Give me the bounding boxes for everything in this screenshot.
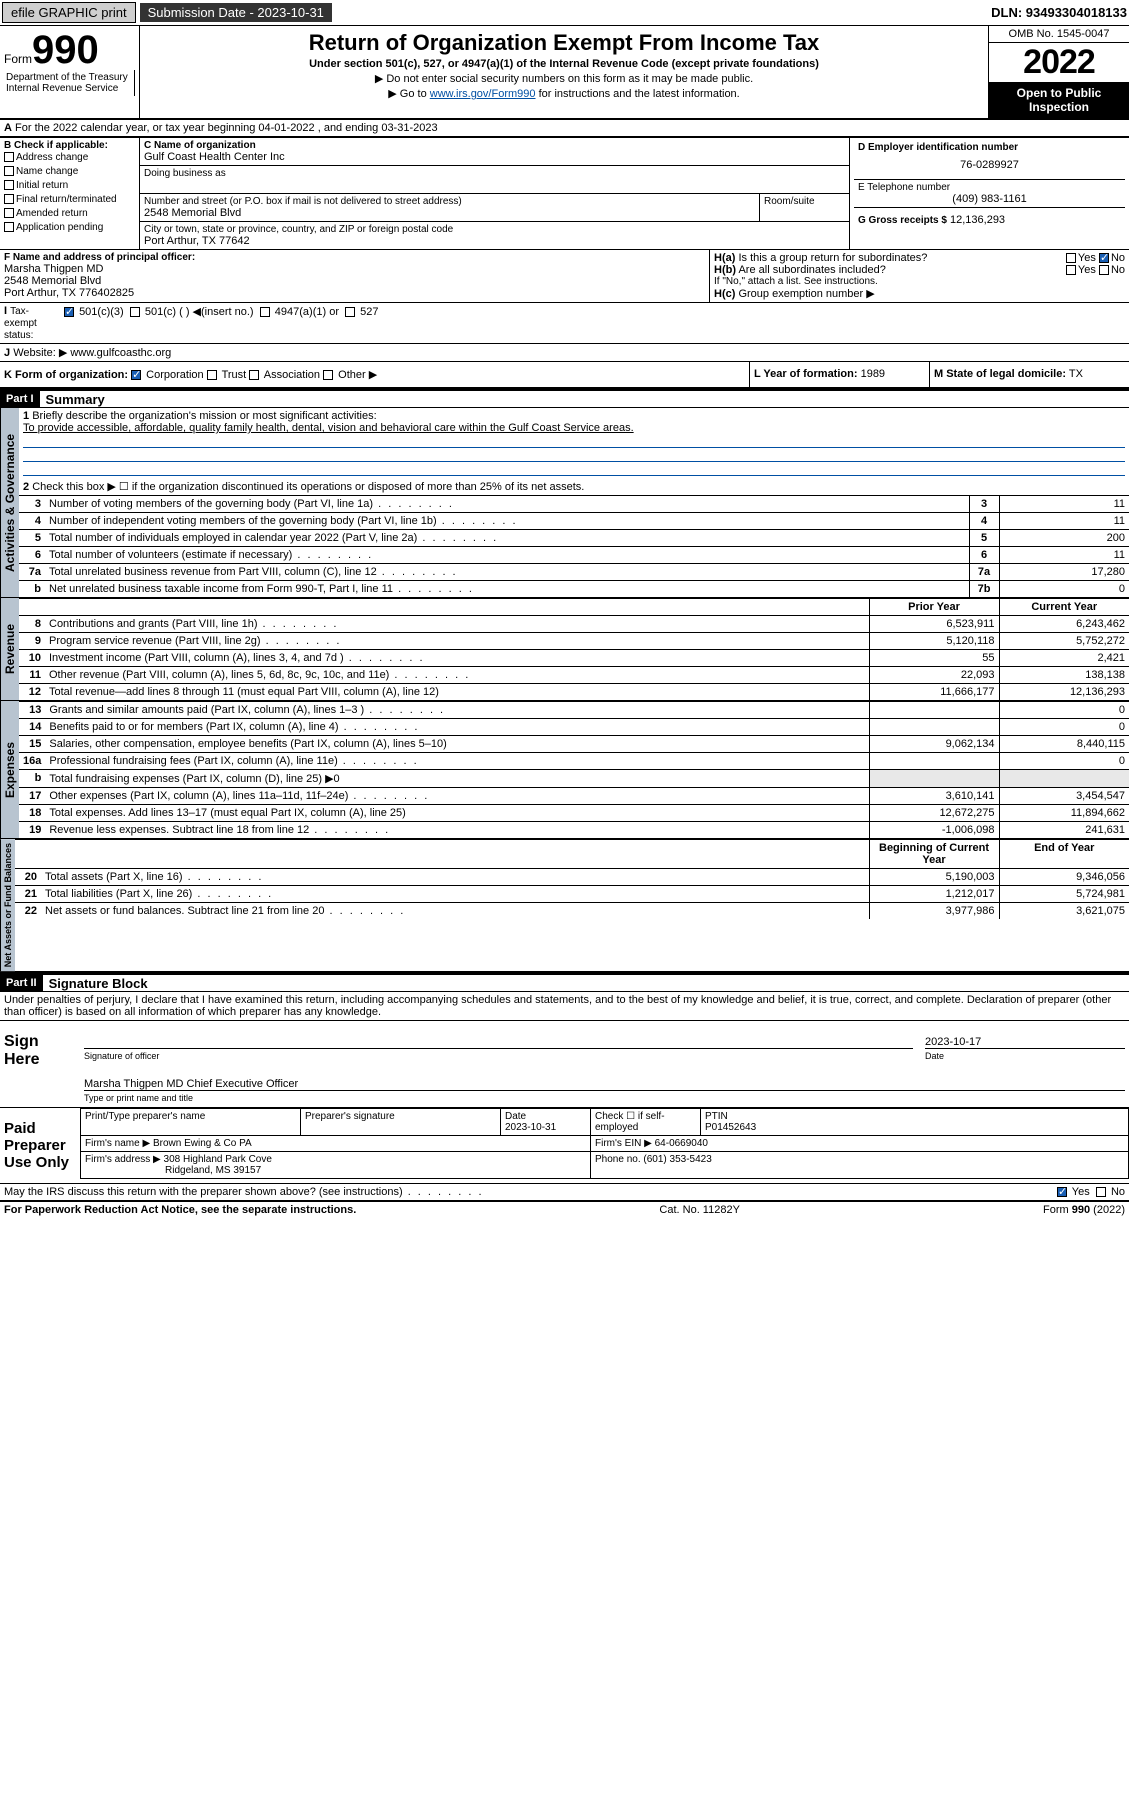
address: 2548 Memorial Blvd bbox=[144, 207, 755, 219]
tab-net-assets: Net Assets or Fund Balances bbox=[0, 839, 15, 971]
firm-name: Brown Ewing & Co PA bbox=[153, 1138, 252, 1149]
address-label: Number and street (or P.O. box if mail i… bbox=[144, 196, 755, 207]
cat-number: Cat. No. 11282Y bbox=[659, 1204, 740, 1216]
phone-value: (409) 983-1161 bbox=[858, 193, 1121, 205]
officer-label: F Name and address of principal officer: bbox=[4, 252, 705, 263]
org-name-label: C Name of organization bbox=[144, 140, 845, 151]
open-inspection: Open to Public Inspection bbox=[989, 82, 1129, 118]
phone-label: E Telephone number bbox=[858, 182, 1121, 193]
form-footer: Form 990 (2022) bbox=[1043, 1204, 1125, 1216]
hb-label: Are all subordinates included? bbox=[738, 264, 885, 276]
discuss-question: May the IRS discuss this return with the… bbox=[4, 1186, 1057, 1198]
sig-date-caption: Date bbox=[925, 1051, 1125, 1061]
officer-caption: Type or print name and title bbox=[84, 1093, 1125, 1103]
officer-addr: 2548 Memorial Blvd bbox=[4, 275, 705, 287]
form-number: 990 bbox=[32, 28, 99, 72]
revenue-table: Prior YearCurrent Year 8Contributions an… bbox=[19, 598, 1129, 700]
year-formation: 1989 bbox=[861, 368, 885, 380]
dln: DLN: 93493304018133 bbox=[991, 5, 1127, 20]
website-value: www.gulfcoasthc.org bbox=[70, 347, 171, 359]
sign-here-label: Sign Here bbox=[0, 1021, 80, 1107]
pra-notice: For Paperwork Reduction Act Notice, see … bbox=[4, 1204, 356, 1216]
ein-value: 76-0289927 bbox=[858, 153, 1121, 177]
net-assets-table: Beginning of Current YearEnd of Year 20T… bbox=[15, 839, 1129, 919]
city-state-zip: Port Arthur, TX 77642 bbox=[144, 235, 845, 247]
subtitle-2: ▶ Do not enter social security numbers o… bbox=[148, 72, 980, 85]
firm-phone: (601) 353-5423 bbox=[643, 1154, 711, 1165]
part-2-title: Signature Block bbox=[43, 976, 148, 991]
officer-printed-name: Marsha Thigpen MD Chief Executive Office… bbox=[84, 1078, 298, 1090]
dept-treasury: Department of the Treasury Internal Reve… bbox=[4, 70, 135, 96]
top-bar: efile GRAPHIC print Submission Date - 20… bbox=[0, 0, 1129, 26]
city-label: City or town, state or province, country… bbox=[144, 224, 845, 235]
ein-label: D Employer identification number bbox=[858, 142, 1121, 153]
submission-date: Submission Date - 2023-10-31 bbox=[140, 3, 332, 22]
hc-label: Group exemption number ▶ bbox=[738, 288, 874, 300]
efile-button[interactable]: efile GRAPHIC print bbox=[2, 2, 136, 23]
sig-officer-caption: Signature of officer bbox=[84, 1051, 913, 1061]
line-1-label: Briefly describe the organization's miss… bbox=[32, 410, 376, 422]
box-b-checklist: B Check if applicable: Address change Na… bbox=[0, 138, 140, 249]
officer-name: Marsha Thigpen MD bbox=[4, 263, 705, 275]
part-2-header: Part II bbox=[0, 975, 43, 991]
officer-city: Port Arthur, TX 776402825 bbox=[4, 287, 705, 299]
sig-date: 2023-10-17 bbox=[925, 1036, 981, 1048]
expenses-table: 13Grants and similar amounts paid (Part … bbox=[19, 701, 1129, 838]
tab-expenses: Expenses bbox=[0, 701, 19, 838]
ptin-value: P01452643 bbox=[705, 1122, 756, 1133]
declaration-text: Under penalties of perjury, I declare th… bbox=[0, 991, 1129, 1020]
preparer-table: Print/Type preparer's name Preparer's si… bbox=[80, 1108, 1129, 1179]
dba-label: Doing business as bbox=[144, 168, 845, 179]
gross-receipts-label: G Gross receipts $ bbox=[858, 215, 947, 226]
form-org-label: K Form of organization: bbox=[4, 369, 128, 381]
org-name: Gulf Coast Health Center Inc bbox=[144, 151, 845, 163]
state-label: M State of legal domicile: bbox=[934, 368, 1066, 380]
governance-table: 3Number of voting members of the governi… bbox=[19, 495, 1129, 597]
mission-text: To provide accessible, affordable, quali… bbox=[23, 422, 634, 434]
part-1-title: Summary bbox=[40, 392, 105, 407]
tab-governance: Activities & Governance bbox=[0, 408, 19, 597]
form-label: Form bbox=[4, 52, 32, 66]
tax-exempt-label: Tax-exempt status: bbox=[4, 306, 37, 341]
omb-number: OMB No. 1545-0047 bbox=[989, 26, 1129, 43]
part-1-header: Part I bbox=[0, 391, 40, 407]
irs-link[interactable]: www.irs.gov/Form990 bbox=[430, 88, 536, 100]
ha-label: Is this a group return for subordinates? bbox=[738, 252, 927, 264]
hb-note: If "No," attach a list. See instructions… bbox=[714, 276, 1125, 287]
subtitle-1: Under section 501(c), 527, or 4947(a)(1)… bbox=[148, 58, 980, 70]
tax-year: 2022 bbox=[989, 43, 1129, 82]
year-formation-label: L Year of formation: bbox=[754, 368, 858, 380]
website-label: Website: ▶ bbox=[13, 347, 67, 359]
form-title: Return of Organization Exempt From Incom… bbox=[148, 30, 980, 56]
subtitle-3: ▶ Go to www.irs.gov/Form990 for instruct… bbox=[148, 87, 980, 100]
firm-ein: 64-0669040 bbox=[655, 1138, 708, 1149]
room-label: Room/suite bbox=[764, 196, 845, 207]
paid-preparer-label: Paid Preparer Use Only bbox=[0, 1108, 80, 1183]
state-value: TX bbox=[1069, 368, 1083, 380]
form-header: Form990 Department of the Treasury Inter… bbox=[0, 26, 1129, 118]
tab-revenue: Revenue bbox=[0, 598, 19, 700]
line-2-label: Check this box ▶ ☐ if the organization d… bbox=[32, 481, 584, 493]
gross-receipts-value: 12,136,293 bbox=[950, 214, 1005, 226]
firm-address: 308 Highland Park Cove bbox=[164, 1154, 272, 1165]
tax-period: A For the 2022 calendar year, or tax yea… bbox=[0, 120, 1129, 137]
